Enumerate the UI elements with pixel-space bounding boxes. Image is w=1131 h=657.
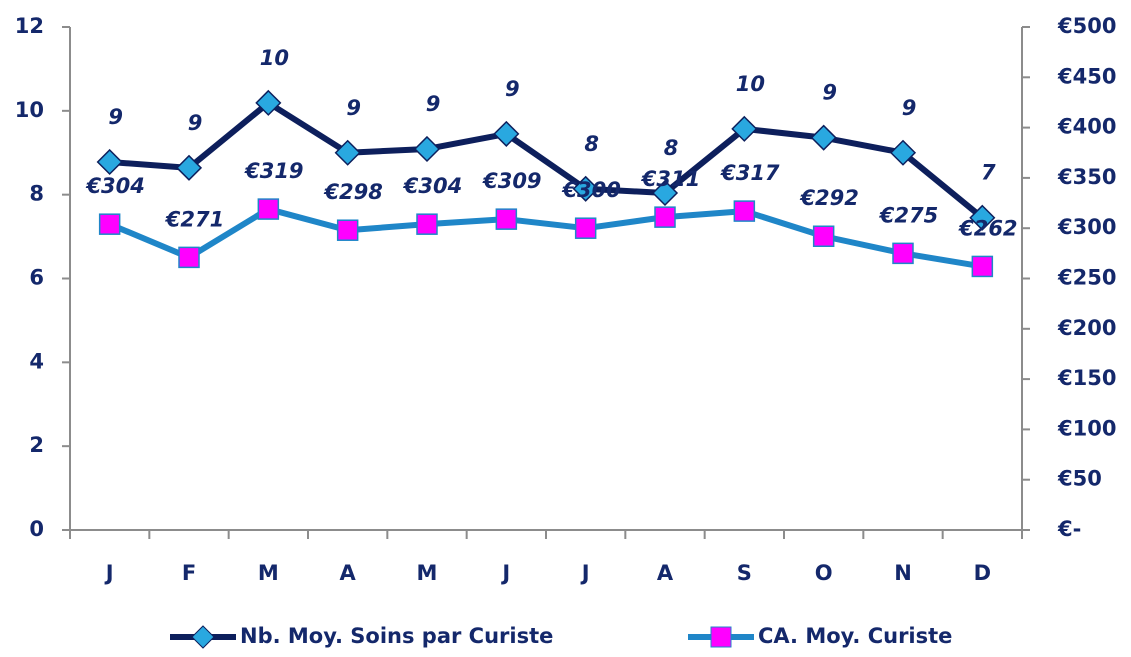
marker	[255, 89, 282, 116]
data-label: €317	[720, 161, 780, 185]
data-label: €262	[958, 216, 1017, 240]
marker	[416, 213, 438, 235]
x-tick-label: A	[657, 561, 674, 585]
y2-tick-label: €500	[1057, 14, 1116, 38]
marker	[178, 246, 200, 269]
y2-tick-label: €400	[1057, 115, 1116, 139]
data-label: €300	[561, 178, 620, 202]
x-tick-label: J	[104, 561, 114, 585]
data-label: 9	[426, 92, 441, 116]
marker	[336, 219, 359, 241]
x-tick-label: N	[894, 561, 912, 585]
data-label: 9	[188, 111, 203, 135]
data-label: €311	[641, 167, 700, 191]
marker	[413, 135, 441, 163]
y2-tick-label: €450	[1057, 64, 1116, 88]
legend-marker	[191, 625, 215, 649]
y-tick-label: 12	[15, 14, 44, 38]
x-tick-label: J	[580, 561, 590, 585]
y-tick-label: 6	[29, 266, 44, 290]
legend-label: Nb. Moy. Soins par Curiste	[240, 624, 553, 648]
data-label: 10	[260, 46, 289, 70]
y2-tick-label: €100	[1057, 416, 1116, 440]
marker	[96, 148, 123, 176]
y-tick-label: 10	[15, 98, 44, 122]
data-label: €292	[799, 186, 858, 210]
data-label: €304	[85, 174, 144, 198]
data-label: 9	[505, 77, 520, 101]
y2-tick-label: €300	[1057, 215, 1116, 239]
data-label: €275	[879, 203, 938, 227]
data-label: 8	[584, 132, 599, 156]
marker	[495, 208, 518, 230]
x-tick-label: A	[340, 561, 357, 585]
data-label: 10	[736, 72, 765, 96]
x-tick-label: J	[500, 561, 510, 585]
x-tick-label: F	[182, 561, 196, 585]
legend-label: CA. Moy. Curiste	[758, 624, 952, 648]
data-label: €319	[244, 159, 303, 183]
marker	[731, 115, 758, 142]
marker	[572, 175, 599, 202]
marker	[654, 206, 676, 228]
series-line	[109, 99, 985, 221]
marker	[812, 225, 835, 247]
marker	[892, 242, 914, 265]
marker	[257, 198, 280, 220]
data-label: €271	[165, 207, 224, 231]
data-label: €309	[482, 169, 541, 193]
marker	[493, 120, 520, 147]
marker	[971, 255, 994, 278]
x-tick-label: O	[815, 561, 833, 585]
data-label: 9	[346, 96, 361, 120]
y2-tick-label: €250	[1057, 266, 1116, 290]
data-label: 9	[822, 81, 837, 105]
marker	[98, 213, 121, 235]
y-tick-label: 0	[29, 517, 44, 541]
marker	[969, 204, 996, 231]
data-label: 8	[664, 136, 679, 160]
y2-tick-label: €50	[1057, 467, 1102, 491]
y-tick-label: 2	[29, 433, 44, 457]
y2-tick-label: €200	[1057, 316, 1116, 340]
x-tick-label: M	[258, 561, 279, 585]
x-tick-label: S	[737, 561, 752, 585]
y2-tick-label: €350	[1057, 165, 1116, 189]
marker	[889, 139, 917, 166]
data-label: €298	[323, 180, 382, 204]
marker	[574, 217, 597, 239]
y2-tick-label: €150	[1057, 366, 1116, 390]
y-tick-label: 8	[29, 182, 44, 206]
marker	[651, 179, 679, 207]
marker	[733, 200, 756, 222]
series-line	[108, 206, 983, 270]
legend-marker	[710, 626, 732, 648]
data-label: 9	[108, 105, 123, 129]
y-tick-label: 4	[29, 349, 44, 373]
x-tick-label: M	[417, 561, 438, 585]
y2-tick-label: €-	[1057, 517, 1081, 541]
data-label: €304	[403, 174, 462, 198]
data-label: 7	[981, 161, 996, 185]
data-label: 9	[902, 96, 917, 120]
marker	[810, 124, 837, 151]
marker	[334, 139, 361, 166]
x-tick-label: D	[974, 561, 991, 585]
marker	[175, 154, 203, 181]
